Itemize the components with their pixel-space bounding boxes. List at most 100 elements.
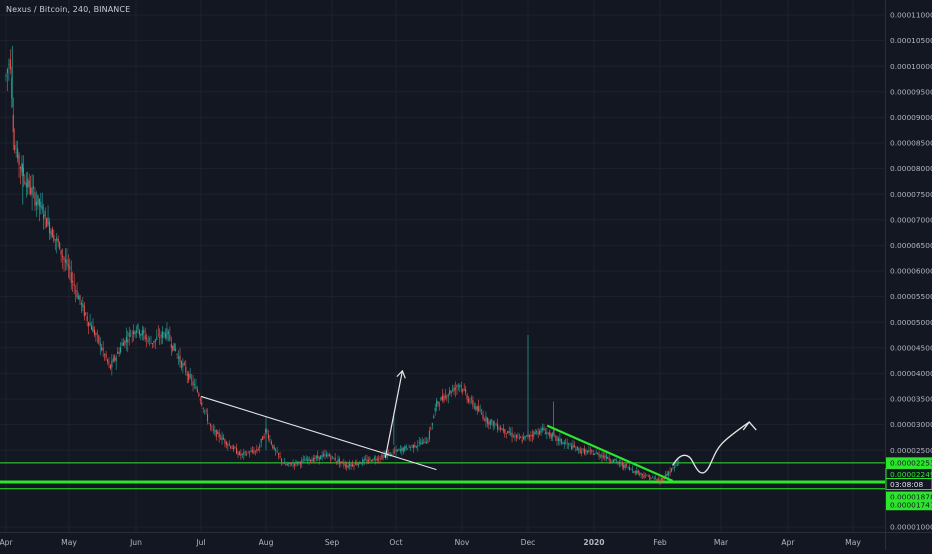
candle[interactable] [466,392,468,404]
candle[interactable] [121,338,123,347]
candle[interactable] [566,438,568,449]
candle[interactable] [343,458,345,469]
candle[interactable] [570,442,573,451]
candle[interactable] [617,461,619,466]
candle[interactable] [475,403,477,412]
candle[interactable] [469,397,471,405]
candle[interactable] [167,329,169,342]
candle[interactable] [439,401,441,411]
candle[interactable] [485,411,487,428]
candle[interactable] [565,438,567,445]
candle[interactable] [602,452,604,460]
candle[interactable] [328,452,330,457]
candle[interactable] [14,128,16,154]
candle[interactable] [205,408,207,415]
candle[interactable] [436,397,438,412]
candle[interactable] [134,330,136,338]
candle[interactable] [46,217,48,228]
candle[interactable] [199,396,201,405]
candle[interactable] [67,254,69,279]
candle[interactable] [352,460,354,468]
candle[interactable] [105,350,107,361]
candle[interactable] [643,471,645,480]
candle[interactable] [269,435,271,443]
candle[interactable] [650,477,652,480]
projection-arrow-drawing[interactable] [672,421,757,474]
candle[interactable] [610,458,612,464]
candle[interactable] [504,428,506,438]
candle[interactable] [224,438,226,448]
candle[interactable] [170,336,172,356]
candle[interactable] [359,461,361,465]
candle[interactable] [517,432,519,440]
candle[interactable] [399,444,401,454]
candle[interactable] [607,456,609,460]
candle[interactable] [324,449,326,460]
candle[interactable] [215,429,217,441]
candle[interactable] [495,422,497,426]
candle[interactable] [117,347,119,355]
candle[interactable] [217,430,219,435]
candle[interactable] [481,408,483,416]
candle[interactable] [588,445,590,454]
candle[interactable] [33,174,35,199]
candle[interactable] [225,440,227,449]
candle[interactable] [510,427,512,437]
candle[interactable] [347,462,349,469]
candle[interactable] [56,232,58,254]
candle[interactable] [75,285,77,303]
candle[interactable] [114,354,116,363]
candle[interactable] [270,439,272,446]
candle[interactable] [192,374,194,392]
candle[interactable] [501,427,503,430]
candle[interactable] [656,478,658,483]
candle[interactable] [528,434,530,442]
candle[interactable] [452,384,454,393]
candle[interactable] [360,462,362,465]
candle[interactable] [317,450,319,461]
candle[interactable] [611,459,613,464]
candle[interactable] [150,335,152,344]
candle[interactable] [246,451,248,457]
candle[interactable] [320,455,322,460]
candle[interactable] [273,444,275,451]
candle[interactable] [208,422,210,424]
candle[interactable] [447,392,449,404]
candle[interactable] [282,462,284,465]
candle[interactable] [149,336,151,346]
candle[interactable] [289,462,291,467]
candle[interactable] [62,248,64,269]
candle[interactable] [185,359,187,376]
candle[interactable] [131,329,133,343]
candle[interactable] [636,466,638,475]
candle[interactable] [295,459,297,467]
candle[interactable] [172,345,174,353]
candle[interactable] [573,441,575,448]
candle[interactable] [288,462,290,467]
candle[interactable] [369,456,371,463]
candle[interactable] [401,446,403,456]
candle[interactable] [262,435,264,441]
candle[interactable] [549,429,551,439]
candle[interactable] [73,273,75,295]
candle[interactable] [378,455,380,464]
candle[interactable] [637,469,639,476]
candle[interactable] [101,343,103,352]
candle[interactable] [17,140,19,163]
candle[interactable] [367,456,370,464]
candle[interactable] [106,358,109,365]
candle[interactable] [411,444,413,449]
candle[interactable] [95,331,97,342]
candle[interactable] [514,432,516,442]
candle[interactable] [109,364,111,370]
candle[interactable] [314,454,316,464]
candle[interactable] [331,455,333,460]
candle[interactable] [520,435,522,439]
candle[interactable] [647,474,649,477]
candle[interactable] [141,325,143,341]
candle[interactable] [218,428,220,443]
candle[interactable] [589,446,591,456]
candle[interactable] [202,407,204,413]
candle[interactable] [204,409,206,415]
candle[interactable] [536,429,538,436]
